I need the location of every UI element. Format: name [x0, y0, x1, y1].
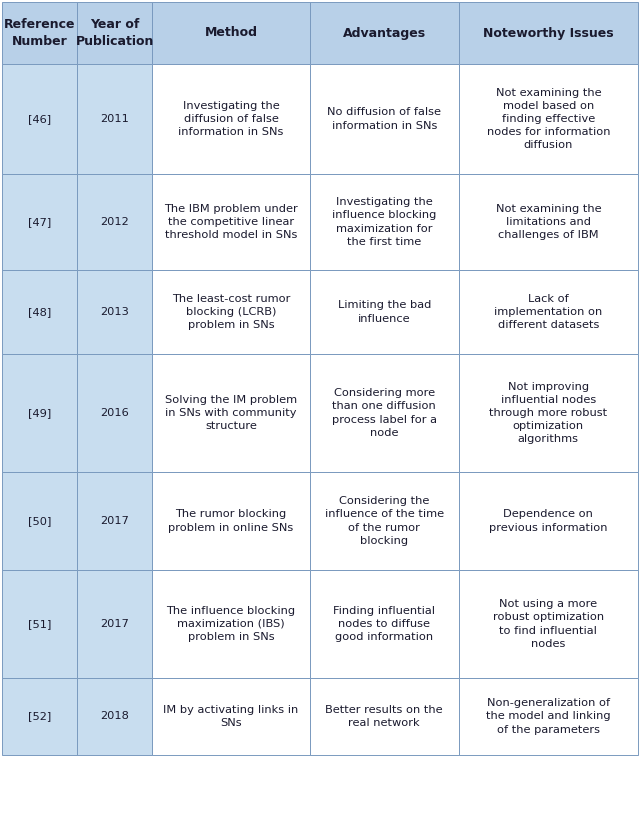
Bar	[152, 678, 310, 755]
Bar	[310, 354, 459, 472]
Bar	[77, 354, 152, 472]
Text: Non-generalization of
the model and linking
of the parameters: Non-generalization of the model and link…	[486, 698, 611, 735]
Text: Investigating the
diffusion of false
information in SNs: Investigating the diffusion of false inf…	[179, 101, 284, 137]
Bar	[459, 678, 638, 755]
Bar	[459, 472, 638, 570]
Bar	[2, 174, 77, 270]
Text: The IBM problem under
the competitive linear
threshold model in SNs: The IBM problem under the competitive li…	[164, 204, 298, 240]
Text: Not examining the
model based on
finding effective
nodes for information
diffusi: Not examining the model based on finding…	[486, 87, 610, 150]
Bar	[77, 570, 152, 678]
Bar	[459, 2, 638, 64]
Text: 2017: 2017	[100, 619, 129, 629]
Text: 2016: 2016	[100, 408, 129, 418]
Bar	[2, 270, 77, 354]
Text: The influence blocking
maximization (IBS)
problem in SNs: The influence blocking maximization (IBS…	[166, 606, 296, 642]
Text: Better results on the
real network: Better results on the real network	[325, 705, 443, 728]
Bar	[77, 174, 152, 270]
Text: Limiting the bad
influence: Limiting the bad influence	[337, 300, 431, 323]
Bar	[459, 354, 638, 472]
Text: Considering more
than one diffusion
process label for a
node: Considering more than one diffusion proc…	[332, 388, 436, 438]
Bar	[152, 174, 310, 270]
Bar	[2, 64, 77, 174]
Bar	[310, 2, 459, 64]
Text: 2018: 2018	[100, 711, 129, 721]
Text: Considering the
influence of the time
of the rumor
blocking: Considering the influence of the time of…	[324, 496, 444, 546]
Text: Advantages: Advantages	[342, 27, 426, 40]
Bar	[152, 354, 310, 472]
Bar	[310, 270, 459, 354]
Text: Finding influential
nodes to diffuse
good information: Finding influential nodes to diffuse goo…	[333, 606, 435, 642]
Text: [51]: [51]	[28, 619, 51, 629]
Bar	[152, 570, 310, 678]
Bar	[77, 270, 152, 354]
Text: [47]: [47]	[28, 217, 51, 227]
Bar	[310, 64, 459, 174]
Bar	[152, 270, 310, 354]
Bar	[2, 678, 77, 755]
Bar	[459, 174, 638, 270]
Bar	[459, 270, 638, 354]
Text: The rumor blocking
problem in online SNs: The rumor blocking problem in online SNs	[168, 509, 294, 533]
Text: Investigating the
influence blocking
maximization for
the first time: Investigating the influence blocking max…	[332, 197, 436, 247]
Bar	[459, 64, 638, 174]
Text: Not improving
influential nodes
through more robust
optimization
algorithms: Not improving influential nodes through …	[489, 381, 607, 445]
Bar	[310, 678, 459, 755]
Text: Noteworthy Issues: Noteworthy Issues	[483, 27, 614, 40]
Text: Solving the IM problem
in SNs with community
structure: Solving the IM problem in SNs with commu…	[165, 395, 297, 431]
Bar	[152, 472, 310, 570]
Bar	[77, 2, 152, 64]
Text: [50]: [50]	[28, 516, 51, 526]
Bar	[459, 570, 638, 678]
Text: Reference
Number: Reference Number	[4, 18, 76, 48]
Text: 2013: 2013	[100, 307, 129, 317]
Bar	[310, 472, 459, 570]
Text: Dependence on
previous information: Dependence on previous information	[489, 509, 607, 533]
Text: The least-cost rumor
blocking (LCRB)
problem in SNs: The least-cost rumor blocking (LCRB) pro…	[172, 294, 290, 330]
Text: No diffusion of false
information in SNs: No diffusion of false information in SNs	[327, 107, 441, 130]
Text: Not using a more
robust optimization
to find influential
nodes: Not using a more robust optimization to …	[493, 599, 604, 649]
Bar	[310, 174, 459, 270]
Text: IM by activating links in
SNs: IM by activating links in SNs	[163, 705, 299, 728]
Text: Not examining the
limitations and
challenges of IBM: Not examining the limitations and challe…	[495, 204, 601, 240]
Bar	[152, 2, 310, 64]
Text: Year of
Publication: Year of Publication	[76, 18, 154, 48]
Bar	[77, 472, 152, 570]
Bar	[2, 472, 77, 570]
Bar	[2, 354, 77, 472]
Text: Lack of
implementation on
different datasets: Lack of implementation on different data…	[494, 294, 602, 330]
Text: 2011: 2011	[100, 114, 129, 124]
Text: [49]: [49]	[28, 408, 51, 418]
Bar	[2, 2, 77, 64]
Bar	[152, 64, 310, 174]
Text: [52]: [52]	[28, 711, 51, 721]
Bar	[77, 64, 152, 174]
Text: 2012: 2012	[100, 217, 129, 227]
Bar	[2, 570, 77, 678]
Bar	[77, 678, 152, 755]
Text: Method: Method	[204, 27, 257, 40]
Text: 2017: 2017	[100, 516, 129, 526]
Bar	[310, 570, 459, 678]
Text: [46]: [46]	[28, 114, 51, 124]
Text: [48]: [48]	[28, 307, 51, 317]
